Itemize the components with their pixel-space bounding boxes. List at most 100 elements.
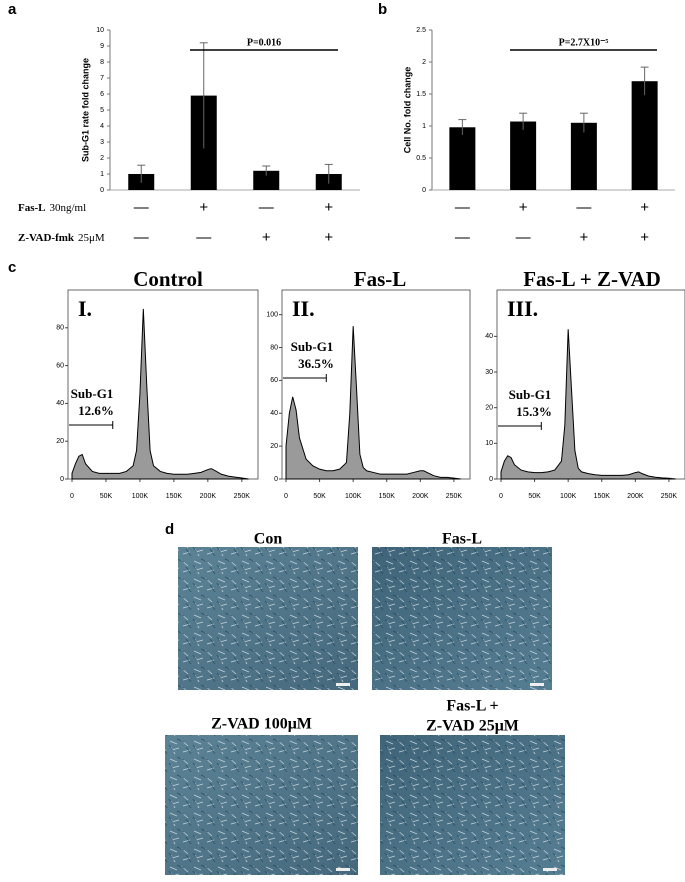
treatment-sign: — xyxy=(455,199,470,216)
x-tick-label: 0 xyxy=(499,493,503,500)
y-tick-label: 7 xyxy=(100,75,104,82)
treatment-sign: + xyxy=(640,199,649,216)
x-tick-label: 0 xyxy=(284,493,288,500)
y-tick-label: 1 xyxy=(100,171,104,178)
x-tick-label: 100K xyxy=(560,493,577,500)
treatment-name: Fas-L xyxy=(18,202,46,214)
panel-title: Control xyxy=(133,267,203,291)
x-tick-label: 200K xyxy=(412,493,429,500)
x-tick-label: 250K xyxy=(234,493,251,500)
x-tick-label: 100K xyxy=(345,493,362,500)
micrograph-label: Con xyxy=(254,531,283,548)
treatment-label: Fas-L 30ng/ml xyxy=(18,202,86,214)
panel-title: Fas-L + Z-VAD xyxy=(523,267,661,291)
bar xyxy=(510,121,537,190)
gate-percent: 15.3% xyxy=(516,404,552,419)
micrograph-label: Z-VAD 25μM xyxy=(426,718,519,735)
treatment-sign: + xyxy=(579,229,588,246)
treatment-sign: + xyxy=(199,199,208,216)
y-tick-label: 100 xyxy=(266,311,278,318)
plot-frame xyxy=(67,289,259,480)
y-tick-label: 40 xyxy=(56,400,64,407)
y-tick-label: 5 xyxy=(100,107,104,114)
bar xyxy=(631,81,658,190)
bar xyxy=(570,122,597,190)
y-tick-label: 10 xyxy=(485,440,493,447)
scale-bar xyxy=(530,683,544,686)
y-tick-label: 2.5 xyxy=(416,27,426,34)
treatment-dose: 25μM xyxy=(78,232,105,244)
y-axis-label: Sub-G1 rate fold change xyxy=(80,58,90,162)
treatment-dose: 30ng/ml xyxy=(50,202,87,214)
x-tick-label: 200K xyxy=(627,493,644,500)
gate-percent: 36.5% xyxy=(298,356,334,371)
significance-label: P=2.7X10⁻⁵ xyxy=(559,37,609,48)
histogram xyxy=(500,329,676,480)
x-tick-label: 150K xyxy=(379,493,396,500)
bar xyxy=(449,127,476,190)
x-tick-label: 0 xyxy=(70,493,74,500)
y-tick-label: 4 xyxy=(100,123,104,130)
histogram xyxy=(71,308,249,480)
x-tick-label: 50K xyxy=(313,493,326,500)
panel-label: c xyxy=(8,259,16,276)
micrograph-label: Z-VAD 100μM xyxy=(211,716,312,733)
y-tick-label: 0 xyxy=(489,476,493,483)
treatment-label: Z-VAD-fmk 25μM xyxy=(18,232,105,244)
x-tick-label: 200K xyxy=(200,493,217,500)
y-tick-label: 20 xyxy=(270,443,278,450)
y-tick-label: 0 xyxy=(60,476,64,483)
treatment-sign: — xyxy=(455,229,470,246)
y-axis-label: Cell No. fold change xyxy=(402,67,412,154)
numeral: II. xyxy=(292,296,315,321)
micrograph-texture xyxy=(380,735,565,875)
numeral: III. xyxy=(507,296,538,321)
y-tick-label: 2 xyxy=(422,59,426,66)
treatment-sign: — xyxy=(196,229,211,246)
y-tick-label: 60 xyxy=(56,362,64,369)
y-tick-label: 2 xyxy=(100,155,104,162)
y-tick-label: 1.5 xyxy=(416,91,426,98)
treatment-sign: — xyxy=(134,229,149,246)
treatment-sign: — xyxy=(134,199,149,216)
y-tick-label: 3 xyxy=(100,139,104,146)
x-tick-label: 150K xyxy=(166,493,183,500)
y-tick-label: 60 xyxy=(270,377,278,384)
gate-label: Sub-G1 xyxy=(291,339,334,354)
treatment-sign: + xyxy=(324,229,333,246)
y-tick-label: 0 xyxy=(422,187,426,194)
gate-percent: 12.6% xyxy=(78,403,114,418)
panel-label: d xyxy=(165,521,174,538)
y-tick-label: 20 xyxy=(485,405,493,412)
treatment-sign: + xyxy=(262,229,271,246)
y-tick-label: 40 xyxy=(485,333,493,340)
panel-label: b xyxy=(378,1,387,18)
x-tick-label: 50K xyxy=(528,493,541,500)
y-tick-label: 80 xyxy=(270,344,278,351)
y-tick-label: 20 xyxy=(56,438,64,445)
y-tick-label: 0 xyxy=(274,476,278,483)
treatment-sign: + xyxy=(640,229,649,246)
y-tick-label: 9 xyxy=(100,43,104,50)
treatment-sign: — xyxy=(516,229,531,246)
treatment-sign: — xyxy=(259,199,274,216)
micrograph-label: Fas-L + xyxy=(446,698,498,715)
numeral: I. xyxy=(78,296,92,321)
micrograph-texture xyxy=(178,547,358,690)
x-tick-label: 250K xyxy=(661,493,678,500)
panel-title: Fas-L xyxy=(354,267,407,291)
x-tick-label: 100K xyxy=(132,493,149,500)
y-tick-label: 8 xyxy=(100,59,104,66)
y-tick-label: 10 xyxy=(96,27,104,34)
treatment-sign: + xyxy=(324,199,333,216)
micrograph-label: Fas-L xyxy=(442,531,482,548)
panel-label: a xyxy=(8,1,17,18)
y-tick-label: 6 xyxy=(100,91,104,98)
bar xyxy=(253,170,280,190)
y-tick-label: 30 xyxy=(485,369,493,376)
y-tick-label: 40 xyxy=(270,410,278,417)
y-tick-label: 80 xyxy=(56,325,64,332)
y-tick-label: 1 xyxy=(422,123,426,130)
x-tick-label: 250K xyxy=(446,493,463,500)
